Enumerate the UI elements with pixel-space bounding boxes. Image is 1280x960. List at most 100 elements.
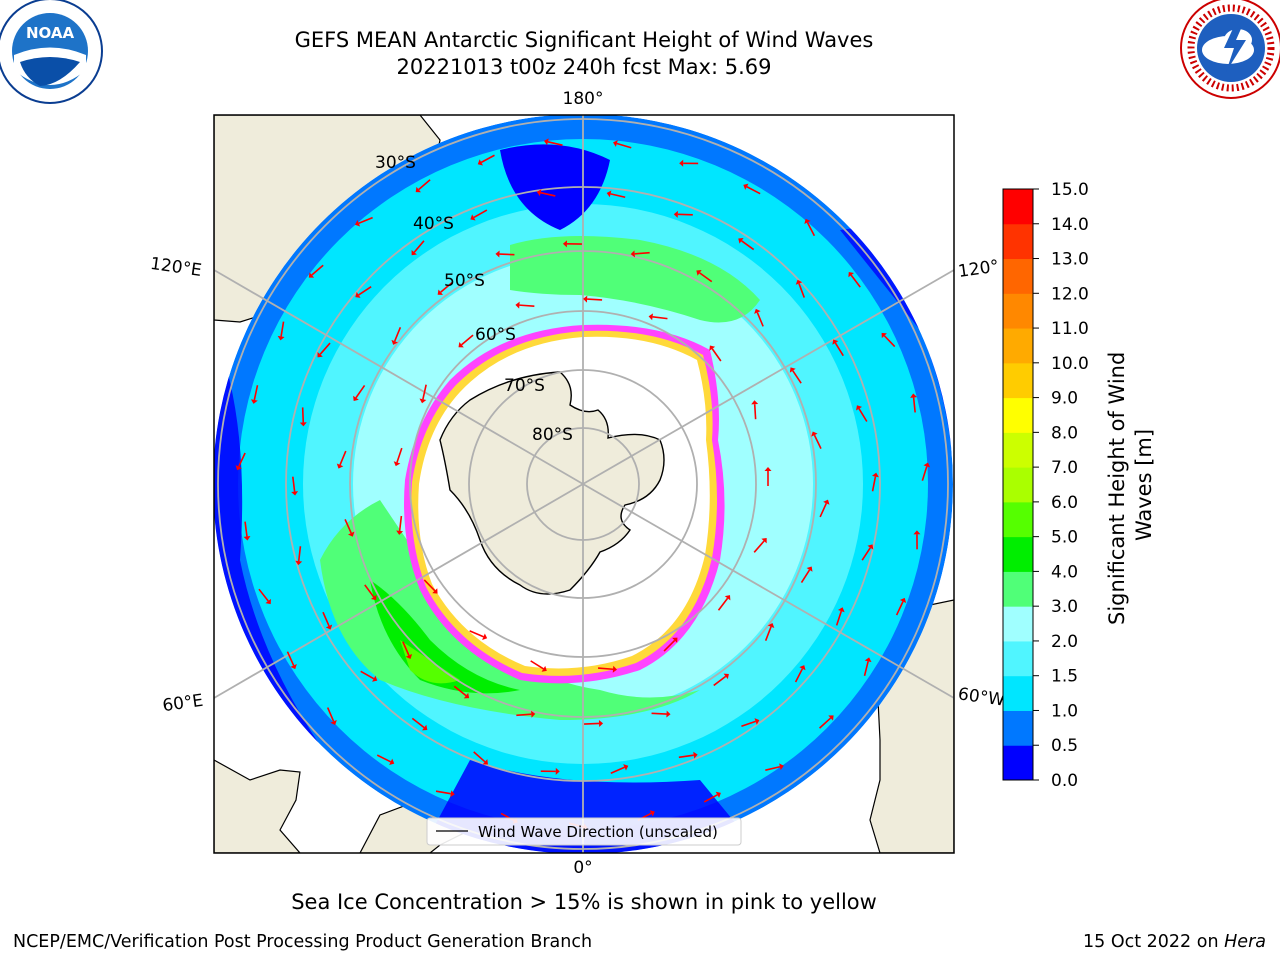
colorbar-frame bbox=[1002, 188, 1034, 781]
lon-label-120w: 120° bbox=[957, 256, 1000, 282]
wave-arrow bbox=[253, 385, 259, 401]
wave-arrow bbox=[344, 519, 352, 534]
wave-arrow-head bbox=[754, 718, 760, 725]
wave-arrow bbox=[610, 766, 625, 775]
wave-arrow bbox=[598, 667, 614, 671]
colorbar-tick-label: 8.0 bbox=[1051, 423, 1078, 443]
wave-arrow-head bbox=[432, 588, 438, 594]
wave-arrow bbox=[806, 222, 816, 237]
colorbar-band bbox=[1003, 432, 1033, 468]
wave-arrow bbox=[798, 283, 806, 298]
wave-arrow-head bbox=[806, 566, 813, 572]
wave-arrow bbox=[813, 434, 822, 449]
wave-arrow-head bbox=[396, 530, 404, 535]
wave-arrow-head bbox=[482, 633, 488, 640]
wave-arrow bbox=[711, 348, 722, 362]
wave-arrow-head bbox=[867, 544, 874, 550]
wave-arrow-head bbox=[562, 240, 567, 248]
wave-arrow bbox=[413, 240, 425, 253]
wave-arrow bbox=[883, 335, 896, 348]
wave-arrow-head bbox=[265, 598, 271, 605]
wave-arrow bbox=[358, 216, 373, 225]
wave-arrow-head bbox=[536, 189, 542, 197]
lat-label-30s: 30°S bbox=[375, 153, 416, 173]
wave-arrow-head bbox=[856, 405, 863, 411]
wave-arrow bbox=[587, 298, 603, 301]
wave-arrow-head bbox=[290, 663, 297, 670]
wave-arrow bbox=[818, 717, 832, 729]
chart-subtitle-forecast: 20221013 t00z 240h fcst Max: 5.69 bbox=[396, 55, 772, 79]
lon-label-60w: 60°W bbox=[957, 684, 1006, 710]
noaa-logo: NOAA bbox=[0, 0, 103, 104]
wave-arrow bbox=[423, 579, 436, 592]
wave-arrow-head bbox=[495, 250, 500, 258]
wave-arrow-head bbox=[325, 624, 333, 630]
colorbar-tick-label: 12.0 bbox=[1051, 284, 1089, 304]
colorbar-band bbox=[1003, 223, 1033, 260]
wave-arrow-head bbox=[422, 724, 428, 731]
land-antarctica bbox=[439, 371, 665, 595]
wave-arrow bbox=[360, 670, 375, 680]
footer-date-text: 15 Oct 2022 on bbox=[1083, 932, 1219, 952]
wave-arrow bbox=[355, 385, 366, 399]
wave-arrow-head bbox=[458, 342, 464, 348]
wave-arrow bbox=[717, 597, 729, 611]
lon-label-120e: 120°E bbox=[149, 254, 203, 281]
wave-arrow-head bbox=[583, 295, 588, 303]
wave-arrow-head bbox=[789, 367, 796, 373]
wave-arrow-head bbox=[299, 422, 307, 427]
wave-arrow bbox=[435, 790, 451, 795]
wave-arrow-head bbox=[666, 710, 671, 718]
wave-arrow bbox=[411, 717, 425, 729]
wave-arrow-head bbox=[693, 751, 698, 759]
wave-arrow-head bbox=[623, 764, 629, 771]
wave-arrow-head bbox=[295, 560, 303, 566]
colorbar-tick-label: 3.0 bbox=[1051, 597, 1078, 617]
wave-arrow bbox=[402, 641, 410, 656]
wind-wave-arrows bbox=[235, 138, 931, 831]
lat-label-80s: 80°S bbox=[532, 425, 573, 445]
wave-arrow-head bbox=[848, 271, 854, 278]
colorbar-tick-label: 1.0 bbox=[1051, 701, 1078, 721]
wave-arrow-head bbox=[437, 289, 443, 295]
wave-arrow-head bbox=[353, 395, 359, 402]
wave-arrow-head bbox=[630, 250, 635, 258]
wave-arrow bbox=[895, 601, 904, 616]
colorbar-tick-label: 2.0 bbox=[1051, 632, 1078, 652]
wave-arrow-head bbox=[531, 710, 536, 718]
wave-arrow-head bbox=[606, 190, 612, 198]
wave-arrow-head bbox=[330, 719, 337, 726]
wave-arrow-head bbox=[277, 335, 285, 341]
wave-arrow bbox=[519, 304, 535, 308]
wave-arrow-head bbox=[913, 530, 921, 535]
wave-arrow bbox=[699, 272, 713, 283]
colorbar-band bbox=[1003, 501, 1033, 538]
wave-arrow bbox=[663, 639, 676, 652]
wave-arrow bbox=[311, 264, 324, 276]
colorbar-tick-label: 6.0 bbox=[1051, 493, 1078, 513]
wave-arrow-head bbox=[411, 249, 417, 256]
colorbar-band bbox=[1003, 189, 1033, 225]
wave-arrow bbox=[480, 154, 495, 164]
wave-arrow-head bbox=[355, 291, 361, 298]
wave-arrow-head bbox=[910, 393, 918, 398]
wave-arrow bbox=[858, 408, 868, 422]
wave-arrow-head bbox=[715, 791, 721, 798]
wave-arrow-head bbox=[336, 463, 344, 469]
land-africa bbox=[214, 759, 301, 853]
wave-arrow bbox=[322, 611, 330, 627]
wave-arrow bbox=[301, 407, 305, 423]
map-frame bbox=[213, 114, 955, 854]
wave-arrow bbox=[238, 452, 246, 467]
wave-arrow-head bbox=[761, 538, 767, 544]
wave-arrow bbox=[861, 547, 872, 561]
wave-arrow bbox=[297, 546, 302, 562]
wave-arrow bbox=[530, 660, 544, 670]
wave-arrow bbox=[339, 450, 347, 466]
wave-arrow-head bbox=[515, 301, 520, 309]
wave-arrow-head bbox=[419, 398, 427, 404]
wave-arrow-head bbox=[391, 339, 398, 345]
wave-arrow-head bbox=[899, 597, 907, 603]
wave-arrow bbox=[461, 334, 474, 346]
graticule bbox=[214, 115, 954, 853]
